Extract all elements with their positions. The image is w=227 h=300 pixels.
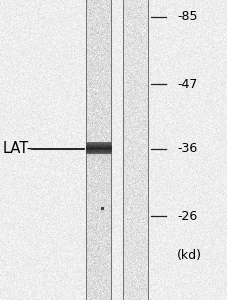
Text: LAT-: LAT- bbox=[2, 141, 32, 156]
Text: -47: -47 bbox=[177, 77, 197, 91]
Text: -36: -36 bbox=[177, 142, 197, 155]
Text: (kd): (kd) bbox=[177, 248, 202, 262]
Text: -85: -85 bbox=[177, 10, 197, 23]
Text: -26: -26 bbox=[177, 209, 197, 223]
